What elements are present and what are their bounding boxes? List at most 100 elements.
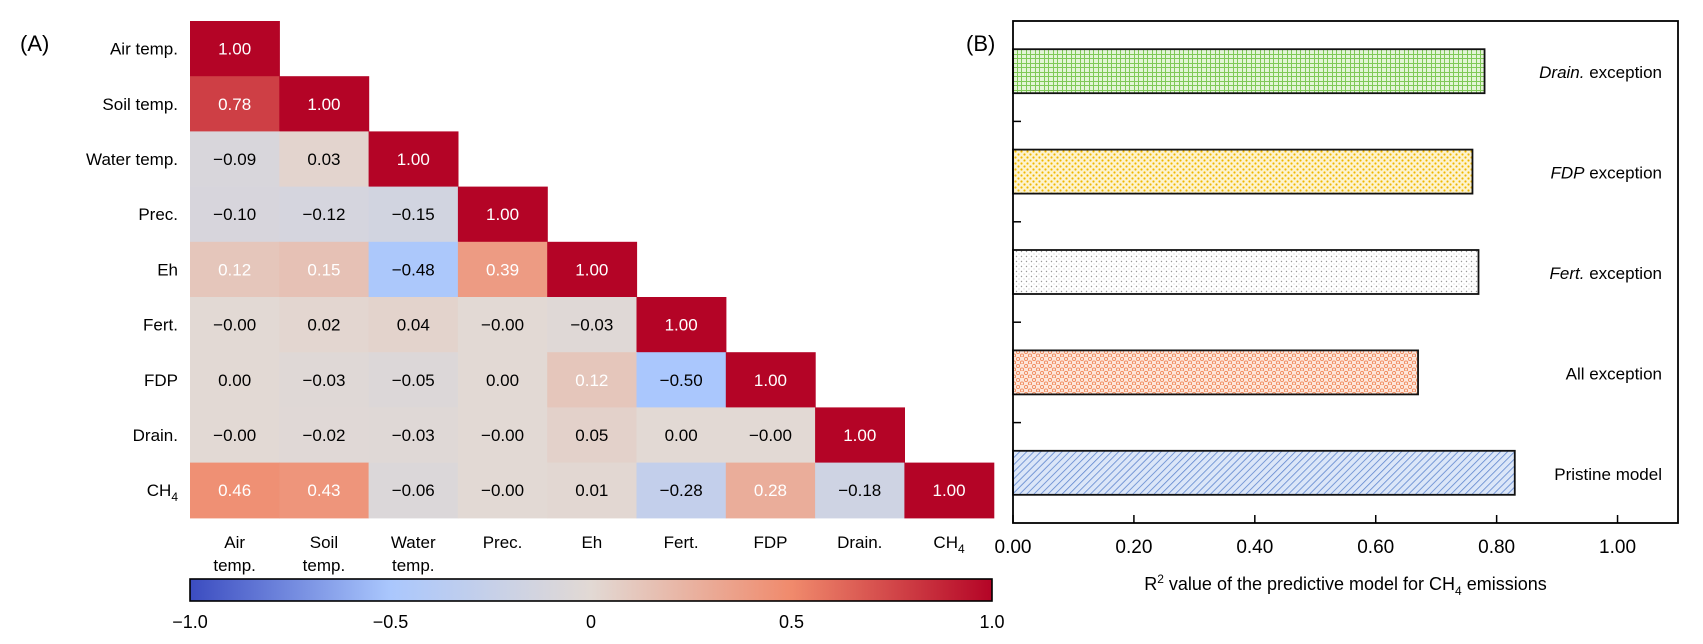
heatmap-cell [636,462,727,519]
heatmap-cell [190,297,280,353]
heatmap-cell-label: 0.46 [218,481,251,500]
heatmap-cell-label: −0.15 [392,205,435,224]
heatmap-cell-label: 0.02 [307,316,340,335]
heatmap-cell-label: −0.00 [481,481,524,500]
heatmap-cell-label: −0.28 [660,481,703,500]
heatmap-cell [190,131,280,188]
heatmap-cell [547,407,638,464]
heatmap-cell [279,76,370,132]
heatmap-cell [815,407,905,464]
heatmap-cell [190,407,280,464]
heatmap-cell [190,21,280,77]
bar-category-label: FDP exception [1551,164,1663,183]
bar-axes: 0.00 0.20 0.40 0.60 0.80 1.00 R2 value of the … [995,20,1679,598]
panel-label-a: (A) [20,31,49,56]
heatmap-column-label: Prec. [483,533,523,552]
heatmap-cell [279,186,370,243]
x-tick-label: 0.00 [995,537,1032,558]
heatmap-row-label: Water temp. [86,150,178,169]
heatmap-cell [279,131,370,188]
heatmap-cell [457,241,548,298]
heatmap-cell [725,407,816,464]
heatmap-cell-label: −0.50 [660,371,703,390]
heatmap-cell [547,297,638,353]
heatmap-cell-label: −0.00 [481,426,524,445]
heatmap-cell [368,462,459,519]
heatmap-cell-label: 1.00 [307,95,340,114]
heatmap-column-label: temp. [303,556,346,575]
heatmap-row-labels: Air temp. Soil temp. Water temp. Prec. Eh Fer… [86,40,178,505]
heatmap-cell [368,352,459,408]
heatmap-cell [190,352,280,408]
heatmap-panel: (A) 1.000.78 1.00−0.09 0.03 1.00−0.10 −0.12−… [20,21,1005,632]
heatmap-column-labels: Air temp. Soil temp. Water temp. Prec. Eh Fert. F… [213,533,965,575]
bar-category-label: Drain. exception [1539,63,1662,82]
heatmap-cell [190,76,280,132]
heatmap-cell-label: −0.05 [392,371,435,390]
heatmap-column-label: CH4 [933,533,965,556]
heatmap-cell-label: 1.00 [754,371,787,390]
heatmap-cell [457,186,548,243]
heatmap-cell [457,407,548,464]
bar-category-label: All exception [1566,364,1662,383]
heatmap-column-label: temp. [392,556,435,575]
heatmap-cell-label: 0.00 [665,426,698,445]
heatmap-cell [279,241,370,298]
heatmap-cell [368,241,459,298]
heatmap-cell-label: 1.00 [843,426,876,445]
heatmap-cell [190,241,280,298]
bar-panel: (B) Drain. exception FDP exception Fert. e… [966,20,1679,598]
x-tick-label: 0.80 [1478,537,1515,558]
heatmap-row-label: Drain. [133,426,178,445]
plot-frame [1012,20,1679,524]
heatmap-cell-label: 1.00 [665,316,698,335]
heatmap-cell-label: 0.03 [307,150,340,169]
x-tick-label: 0.20 [1115,537,1152,558]
heatmap-cell [725,352,816,408]
heatmap-row-label: Prec. [138,205,178,224]
colorbar-tick-label: 0.5 [779,612,804,632]
heatmap-cell [279,407,370,464]
heatmap-cell [279,462,370,519]
x-axis-label: R2 value of the predictive model for CH4… [1144,572,1547,598]
heatmap-cell [368,407,459,464]
colorbar-gradient [189,578,993,602]
heatmap-cell-label: 1.00 [486,205,519,224]
x-tick-label: 0.40 [1236,537,1273,558]
heatmap-row-label: CH4 [147,481,179,504]
heatmap-cell-label: −0.03 [570,316,613,335]
heatmap-cell-label: 0.00 [218,371,251,390]
heatmap-cell [547,462,638,519]
heatmap-cell [190,186,280,243]
heatmap-cell-label: 0.12 [575,371,608,390]
heatmap-cell-label: 1.00 [933,481,966,500]
heatmap-column-label: Drain. [837,533,882,552]
heatmap-cell-label: −0.10 [213,205,256,224]
heatmap-cell [368,131,459,188]
x-tick-label: 1.00 [1599,537,1636,558]
colorbar-tick-label: −1.0 [172,612,208,632]
heatmap-row-label: Air temp. [110,40,178,59]
heatmap-cell-label: −0.03 [392,426,435,445]
heatmap-row-label: Eh [157,260,178,279]
heatmap-cell-label: 0.39 [486,260,519,279]
heatmap-cell [279,297,370,353]
heatmap-cell [636,297,727,353]
heatmap-cell-label: −0.00 [749,426,792,445]
x-tick-label: 0.60 [1357,537,1394,558]
heatmap-row-label: FDP [144,371,178,390]
heatmap-cell-label: −0.02 [302,426,345,445]
colorbar-tick-label: −0.5 [373,612,409,632]
heatmap-cell-label: −0.00 [481,316,524,335]
heatmap-cell-label: 0.78 [218,95,251,114]
heatmap-cell-label: −0.03 [302,371,345,390]
heatmap-cell-label: 0.28 [754,481,787,500]
heatmap-cell-label: 0.01 [575,481,608,500]
heatmap-cell [457,462,548,519]
heatmap-cell-label: 0.05 [575,426,608,445]
heatmap-cell [279,352,370,408]
heatmap-column-label: Soil [310,533,338,552]
heatmap-column-label: Fert. [664,533,699,552]
heatmap-column-label: Water [391,533,436,552]
